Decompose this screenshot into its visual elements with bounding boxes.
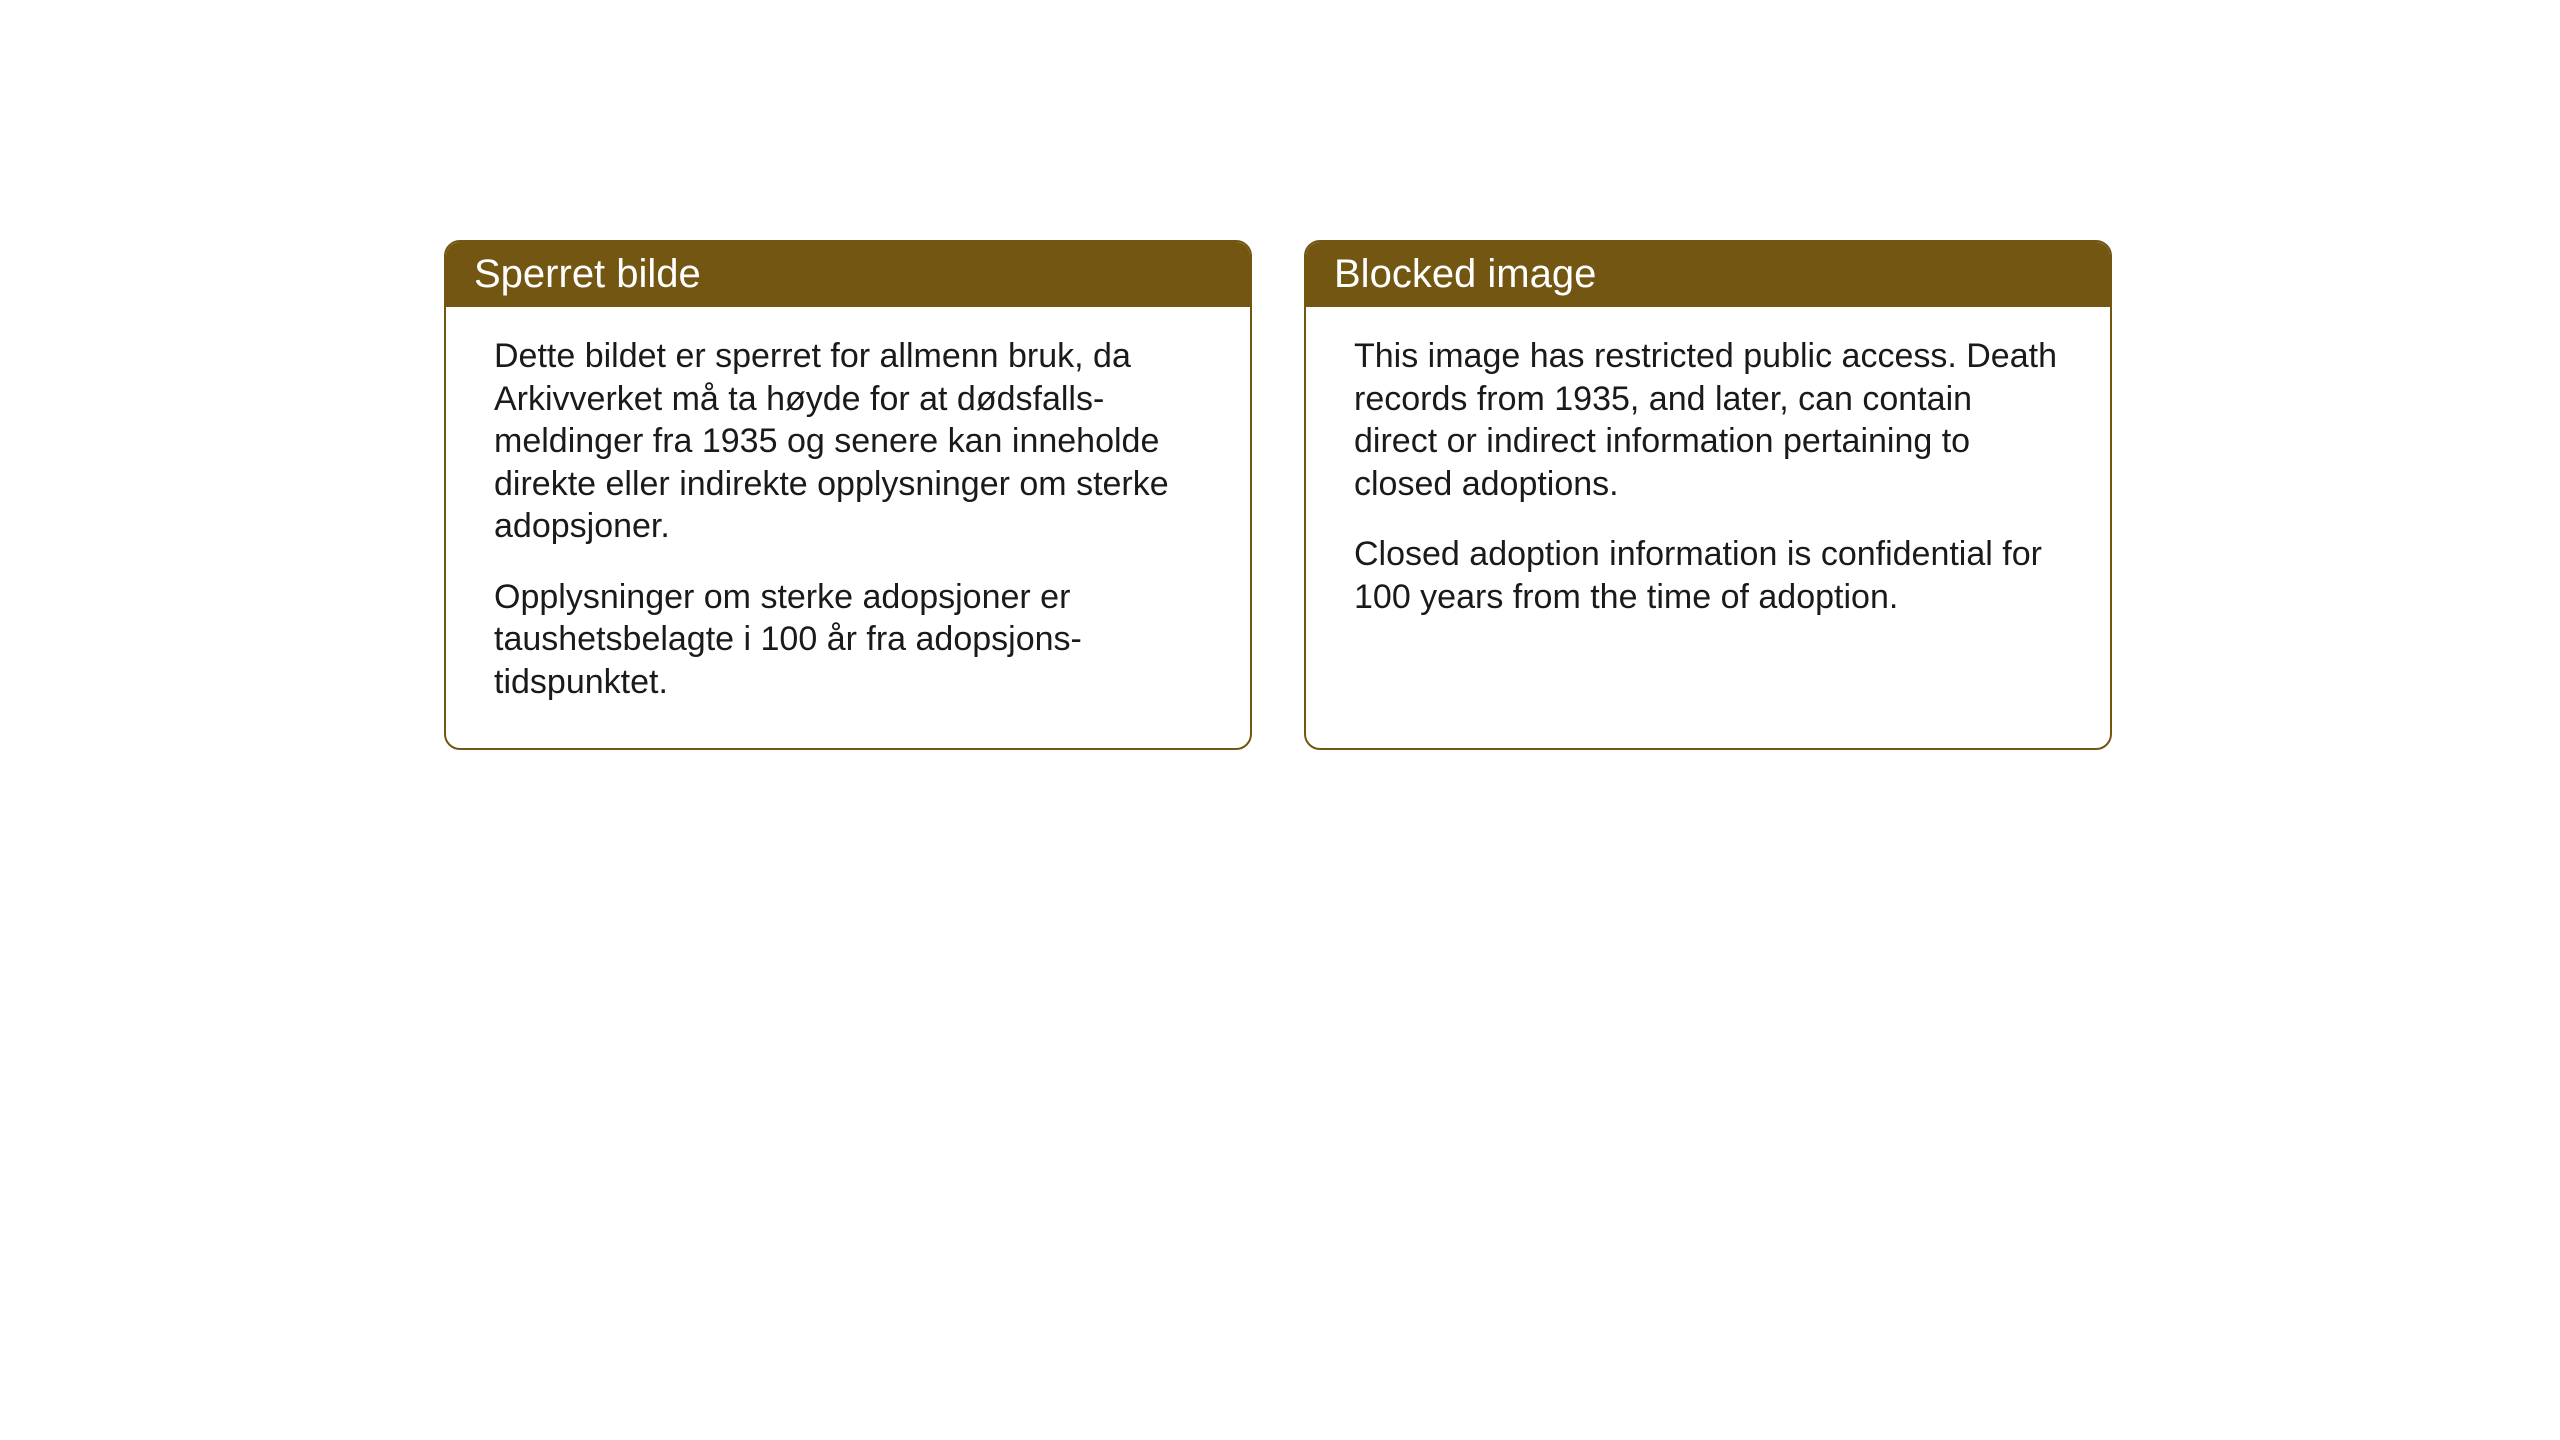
card-norwegian-paragraph-2: Opplysninger om sterke adopsjoner er tau… xyxy=(494,576,1202,704)
card-english-header: Blocked image xyxy=(1306,242,2110,307)
card-norwegian-paragraph-1: Dette bildet er sperret for allmenn bruk… xyxy=(494,335,1202,548)
card-english-title: Blocked image xyxy=(1334,252,1596,296)
card-english-paragraph-2: Closed adoption information is confident… xyxy=(1354,533,2062,618)
card-english-paragraph-1: This image has restricted public access.… xyxy=(1354,335,2062,505)
card-english: Blocked image This image has restricted … xyxy=(1304,240,2112,750)
card-norwegian-title: Sperret bilde xyxy=(474,252,701,296)
card-norwegian: Sperret bilde Dette bildet er sperret fo… xyxy=(444,240,1252,750)
card-norwegian-body: Dette bildet er sperret for allmenn bruk… xyxy=(446,307,1250,741)
card-norwegian-header: Sperret bilde xyxy=(446,242,1250,307)
card-english-body: This image has restricted public access.… xyxy=(1306,307,2110,656)
cards-container: Sperret bilde Dette bildet er sperret fo… xyxy=(444,240,2112,750)
